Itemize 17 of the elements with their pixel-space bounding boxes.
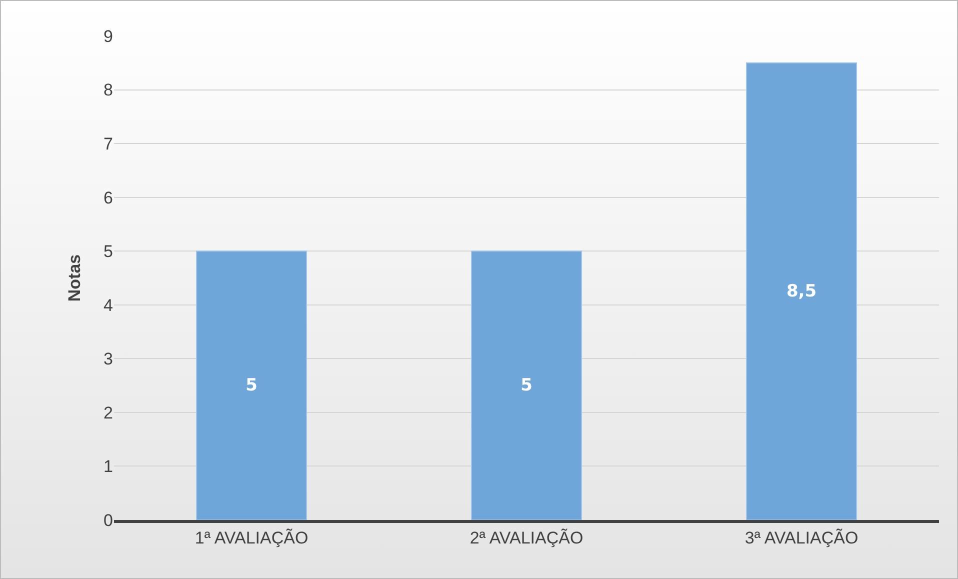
x-tick-label: 1ª AVALIAÇÃO (194, 528, 308, 548)
x-tick-label: 3ª AVALIAÇÃO (744, 528, 858, 548)
y-tick-label: 6 (104, 188, 113, 208)
y-axis-title: Notas (65, 254, 84, 302)
y-tick-label: 9 (104, 26, 113, 46)
y-tick-label: 0 (104, 510, 113, 530)
data-label: 8,5 (786, 281, 817, 302)
y-tick-label: 5 (104, 242, 113, 262)
y-tick-label: 8 (104, 80, 113, 100)
y-tick-label: 7 (104, 134, 113, 154)
y-tick-label: 3 (104, 350, 113, 369)
x-tick-label: 2ª AVALIAÇÃO (470, 528, 584, 548)
y-tick-label: 1 (104, 457, 113, 476)
data-label: 5 (520, 376, 532, 396)
y-tick-label: 2 (104, 403, 113, 422)
data-label: 5 (246, 376, 258, 396)
y-tick-label: 4 (104, 296, 113, 315)
